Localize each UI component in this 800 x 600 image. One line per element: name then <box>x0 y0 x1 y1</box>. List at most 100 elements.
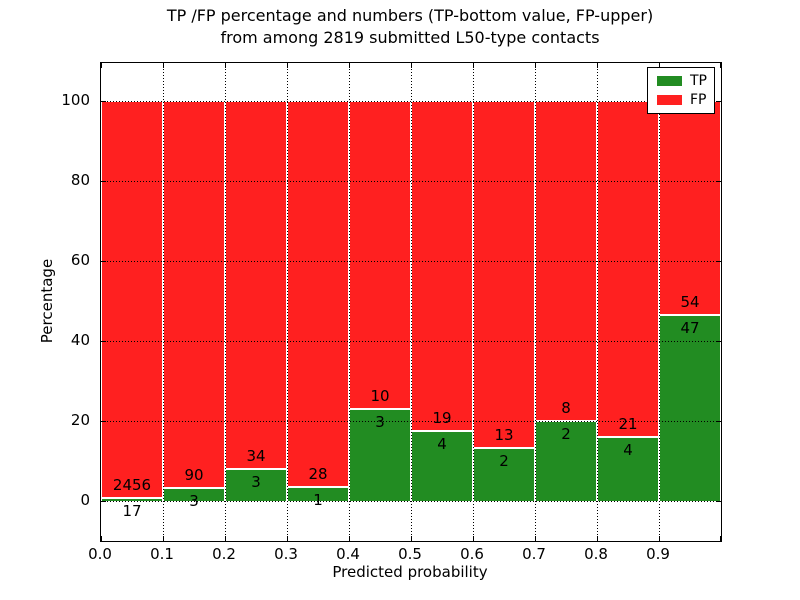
x-tick-mark <box>658 63 660 68</box>
bar-segment-fp <box>225 101 287 469</box>
bar-label-fp: 2456 <box>112 476 152 495</box>
bar-label-fp: 90 <box>184 466 204 485</box>
v-gridline <box>596 63 598 541</box>
x-tick-label: 0.5 <box>398 545 422 563</box>
x-tick-label: 0.8 <box>584 545 608 563</box>
y-tick-mark <box>716 420 721 422</box>
bar-label-fp: 10 <box>370 386 390 405</box>
bar-label-tp: 1 <box>313 491 323 510</box>
legend-entry-fp: FP <box>657 93 714 107</box>
x-tick-label: 0.6 <box>460 545 484 563</box>
y-tick-label: 20 <box>70 411 90 429</box>
bar-label-fp: 21 <box>618 415 638 433</box>
y-tick-label: 100 <box>61 91 90 109</box>
chart-title-line2: from among 2819 submitted L50-type conta… <box>220 28 600 47</box>
chart-title-line1: TP /FP percentage and numbers (TP-bottom… <box>166 6 654 25</box>
x-tick-mark <box>596 63 598 68</box>
x-tick-mark <box>224 536 226 541</box>
x-tick-mark <box>410 63 412 68</box>
y-tick-label: 40 <box>70 331 90 349</box>
y-tick-mark <box>101 500 106 502</box>
fp-swatch-icon <box>657 94 682 105</box>
y-tick-mark <box>716 100 721 102</box>
bar-label-tp: 4 <box>623 441 633 459</box>
bar-label-fp: 8 <box>561 399 571 417</box>
x-tick-label: 0.4 <box>336 545 360 563</box>
y-tick-mark <box>716 500 721 502</box>
x-tick-label: 0.9 <box>646 545 670 563</box>
bar-label-tp: 2 <box>561 425 571 443</box>
x-tick-mark <box>162 536 164 541</box>
bar-label-fp: 19 <box>432 409 452 428</box>
x-tick-mark <box>348 536 350 541</box>
bar-segment-fp <box>349 101 411 409</box>
chart-title: TP /FP percentage and numbers (TP-bottom… <box>100 5 720 49</box>
x-tick-mark <box>101 536 102 541</box>
v-gridline <box>410 63 412 541</box>
v-gridline <box>472 63 474 541</box>
legend-label-fp: FP <box>690 91 707 108</box>
bar-segment-fp <box>473 101 535 448</box>
x-tick-mark <box>472 63 474 68</box>
v-gridline <box>348 63 350 541</box>
x-tick-label: 0.1 <box>150 545 174 563</box>
v-gridline <box>534 63 536 541</box>
bar-segment-fp <box>287 101 349 488</box>
bar-segment-fp <box>411 101 473 432</box>
bar-segment-tp <box>349 408 411 501</box>
bar-label-fp: 34 <box>246 446 266 465</box>
bar-segment-fp <box>163 101 225 489</box>
legend-entry-tp: TP <box>657 74 714 88</box>
x-tick-mark <box>534 536 536 541</box>
legend-label-tp: TP <box>690 73 707 90</box>
bar-label-tp: 3 <box>375 412 385 431</box>
x-tick-mark <box>534 63 536 68</box>
bar-label-tp: 4 <box>437 435 447 454</box>
y-tick-label: 0 <box>80 491 90 509</box>
x-tick-mark <box>162 63 164 68</box>
bar-segment-tp <box>225 468 287 501</box>
y-tick-label: 80 <box>70 171 90 189</box>
y-tick-mark <box>716 180 721 182</box>
x-tick-mark <box>658 536 660 541</box>
x-tick-mark <box>410 536 412 541</box>
v-gridline <box>286 63 288 541</box>
plot-area: 2456 17 90 3 34 3 28 1 10 3 19 4 13 2 8 2 21 4 54 47 <box>100 62 722 542</box>
bar-label-tp: 17 <box>122 502 142 521</box>
bar-segment-tp <box>473 447 535 501</box>
x-tick-mark <box>596 536 598 541</box>
x-tick-label: 0.2 <box>212 545 236 563</box>
tp-swatch-icon <box>657 76 682 87</box>
x-tick-mark <box>224 63 226 68</box>
bar-segment-fp <box>101 101 163 499</box>
x-tick-mark <box>720 536 721 541</box>
x-tick-label: 0.0 <box>88 545 112 563</box>
bar-label-tp: 2 <box>499 451 509 470</box>
x-tick-mark <box>472 536 474 541</box>
bar-segment-tp <box>597 437 659 501</box>
y-tick-mark <box>716 340 721 342</box>
y-tick-label: 60 <box>70 251 90 269</box>
bar-segment-tp <box>659 314 721 501</box>
y-tick-mark <box>101 260 106 262</box>
x-tick-mark <box>286 536 288 541</box>
v-gridline <box>162 63 164 541</box>
x-tick-mark <box>348 63 350 68</box>
bar-label-tp: 3 <box>189 492 199 511</box>
bar-label-tp: 3 <box>251 472 261 491</box>
bar-segment-fp <box>597 101 659 437</box>
y-tick-mark <box>101 340 106 342</box>
x-axis-label: Predicted probability <box>332 563 488 581</box>
y-tick-mark <box>101 100 106 102</box>
y-tick-mark <box>101 420 106 422</box>
bar-label-fp: 54 <box>680 292 700 311</box>
x-tick-label: 0.7 <box>522 545 546 563</box>
y-axis-label: Percentage <box>38 258 56 344</box>
x-tick-label: 0.3 <box>274 545 298 563</box>
x-tick-mark <box>101 63 102 68</box>
v-gridline <box>224 63 226 541</box>
bar-label-fp: 28 <box>308 465 328 484</box>
bar-label-tp: 47 <box>680 318 700 337</box>
legend: TP FP <box>647 67 715 114</box>
